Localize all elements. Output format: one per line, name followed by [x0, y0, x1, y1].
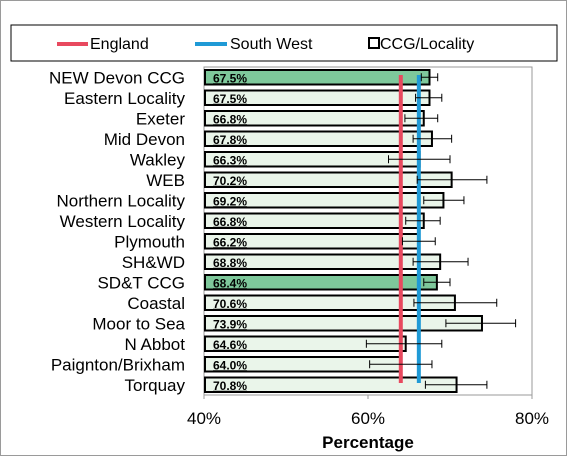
x-tick-label: 80% [515, 409, 549, 428]
category-label: Western Locality [60, 212, 186, 231]
category-label: WEB [146, 171, 185, 190]
category-label: Eastern Locality [64, 89, 185, 108]
legend-box [10, 24, 558, 62]
category-label: SD&T CCG [97, 273, 185, 292]
category-label: Torquay [125, 376, 186, 395]
category-label: Paignton/Brixham [51, 355, 185, 374]
x-axis-title: Percentage [322, 433, 414, 452]
value-label: 64.0% [213, 358, 247, 372]
category-label: Wakley [130, 150, 186, 169]
value-label: 66.8% [213, 215, 247, 229]
category-label: Moor to Sea [92, 314, 185, 333]
category-label: Mid Devon [104, 130, 185, 149]
value-label: 67.8% [213, 133, 247, 147]
value-label: 68.8% [213, 256, 247, 270]
category-label: Northern Locality [56, 191, 185, 210]
x-axis: 40% 60% 80% [187, 395, 549, 428]
legend-south-west-label: South West [230, 36, 313, 53]
legend-ccg-swatch [368, 37, 380, 49]
error-bars-layer [365, 73, 517, 389]
value-label: 68.4% [213, 276, 247, 290]
category-label: NEW Devon CCG [49, 68, 185, 87]
category-label: Coastal [127, 294, 185, 313]
value-label: 66.3% [213, 153, 247, 167]
value-label: 67.5% [213, 92, 247, 106]
value-label: 66.2% [213, 235, 247, 249]
value-label: 67.5% [213, 71, 247, 85]
value-label: 70.6% [213, 297, 247, 311]
category-label: Exeter [136, 109, 185, 128]
value-label: 66.8% [213, 112, 247, 126]
legend: England South West CCG/Locality [10, 24, 558, 62]
bars-layer [204, 69, 483, 393]
value-label: 70.2% [213, 174, 247, 188]
legend-england-label: England [90, 36, 149, 53]
value-labels-layer: 67.5% 67.5% 66.8% 67.8% 66.3% 70.2% 69.2% 66.8%… [213, 71, 247, 393]
value-label: 69.2% [213, 194, 247, 208]
x-tick-label: 60% [351, 409, 385, 428]
value-label: 73.9% [213, 317, 247, 331]
value-label: 64.6% [213, 338, 247, 352]
reference-lines-layer [398, 75, 421, 383]
value-label: 70.8% [213, 379, 247, 393]
category-label: N Abbot [125, 335, 186, 354]
legend-ccg-label: CCG/Locality [380, 36, 474, 53]
category-label: SH&WD [122, 253, 185, 272]
category-label: Plymouth [114, 232, 185, 251]
x-tick-label: 40% [187, 409, 221, 428]
